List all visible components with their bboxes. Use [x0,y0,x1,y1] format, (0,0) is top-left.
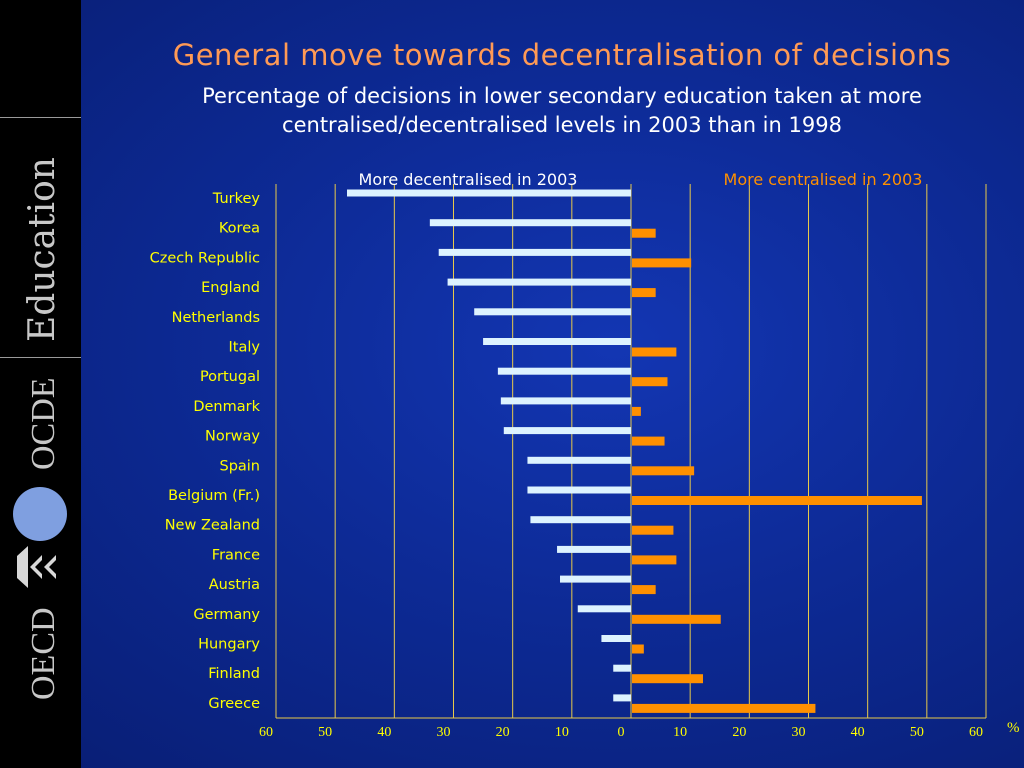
chart-category-labels: Turkey Korea Czech Republic England Netherla… [150,191,261,712]
page-subtitle-line2: centralised/decentralised levels in 2003… [282,113,842,137]
oecd-logo: OCDE OECD [8,360,72,705]
x-tick-label: 20 [496,725,510,740]
decentralised-bar [601,635,631,642]
country-label: Germany [193,607,260,623]
decentralised-bar [527,456,631,464]
centralised-bar [632,406,641,416]
chart-gridlines [275,184,987,718]
centralised-bar [632,674,703,684]
centralised-bar [632,555,677,565]
education-logo: Education [10,132,70,347]
sidebar-divider-bottom [0,357,81,358]
centralised-bar [632,377,668,387]
centralised-bar [632,228,656,238]
decentralised-bar [613,694,631,702]
page-title: General move towards decentralisation of… [172,38,952,72]
decentralised-bar [447,278,631,286]
chart-bars [347,189,922,713]
decentralised-bar [503,427,631,435]
x-tick-label: 10 [673,725,687,740]
country-label: England [201,280,260,296]
centralised-bar [632,436,665,446]
country-label: New Zealand [165,518,260,534]
x-tick-label: 0 [618,725,625,740]
x-tick-label: 50 [318,725,332,740]
page-subtitle: Percentage of decisions in lower seconda… [100,82,1024,140]
centralised-bar [632,614,721,624]
decentralised-bar [497,367,631,375]
x-tick-label: 50 [910,725,924,740]
oecd-circle-icon [13,487,67,541]
ocde-logo-text: OCDE [25,377,62,470]
x-tick-label: 10 [555,725,569,740]
decentralised-bar [527,486,631,494]
country-label: Korea [219,221,260,237]
country-label: Hungary [198,637,260,653]
country-label: Netherlands [172,310,260,326]
x-tick-label: 20 [732,725,746,740]
decentralised-bar [500,397,631,405]
chart-legend: More decentralised in 2003 More centralis… [359,170,923,189]
x-tick-label: 30 [437,725,451,740]
country-label: Greece [208,696,260,712]
country-label: Belgium (Fr.) [168,488,260,504]
country-label: Czech Republic [150,250,260,266]
decentralised-bar [438,248,631,256]
decentralised-bar [557,545,631,553]
oecd-chevron-icon [17,546,56,588]
x-tick-label: 60 [969,725,983,740]
oecd-logo-text: OECD [25,607,62,700]
x-tick-label: 30 [792,725,806,740]
centralised-bar [632,644,644,654]
x-tick-label: 60 [259,725,273,740]
centralised-bar [632,258,692,268]
decentralised-bar [483,338,631,345]
x-tick-label: 40 [377,725,391,740]
legend-decentralised: More decentralised in 2003 [359,170,578,189]
country-label: Denmark [193,399,260,415]
page-subtitle-line1: Percentage of decisions in lower seconda… [202,84,922,108]
decentralised-bar [347,189,631,197]
country-label: Turkey [212,191,261,207]
sidebar: Education OCDE OECD [0,0,81,768]
x-tick-label: 40 [851,725,865,740]
decentralised-bar [577,605,631,613]
centralised-bar [632,466,695,476]
decentralised-bar [613,664,631,672]
country-label: Norway [205,429,260,445]
country-label: Finland [208,666,260,682]
centralised-bar [632,525,674,535]
country-label: Italy [229,340,261,356]
centralised-bar [632,703,816,713]
legend-centralised: More centralised in 2003 [724,170,923,189]
country-label: Portugal [200,369,260,385]
decentralised-bar [429,219,631,227]
centralised-bar [632,347,677,357]
x-unit-label: % [1007,720,1020,736]
decentralised-bar [530,516,631,524]
education-logo-text: Education [22,157,63,342]
decentralised-bar [560,575,631,583]
centralised-bar [632,288,656,298]
sidebar-divider-top [0,117,81,118]
country-label: France [212,547,260,563]
country-label: Spain [219,458,260,474]
chart-tick-labels: 60 50 40 30 20 10 0 10 20 30 40 50 60% [259,720,1020,740]
country-label: Austria [209,577,260,593]
centralised-bar [632,585,656,595]
centralised-bar [632,496,922,505]
decentralised-bar [474,308,631,316]
